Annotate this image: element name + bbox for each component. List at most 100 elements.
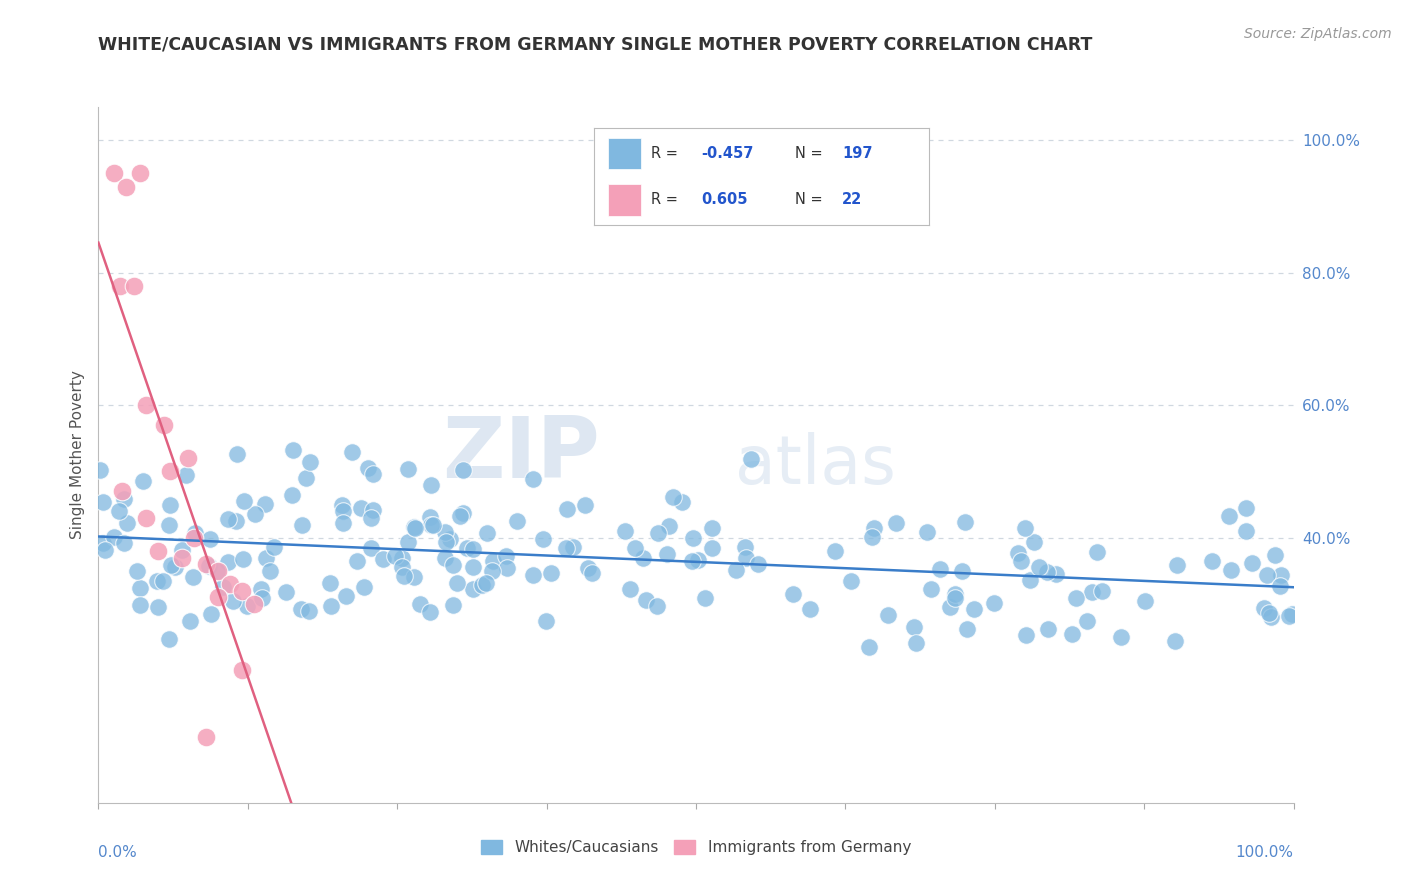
Point xyxy=(361,503,384,517)
Point xyxy=(197,559,219,574)
Point xyxy=(232,552,254,566)
Point xyxy=(482,554,505,568)
Point xyxy=(231,663,253,677)
Point xyxy=(115,179,138,194)
Point xyxy=(391,551,413,566)
Point xyxy=(146,599,169,614)
Point xyxy=(1133,594,1156,608)
Point xyxy=(1164,633,1187,648)
Point xyxy=(353,580,375,594)
Point xyxy=(724,563,747,577)
Point xyxy=(531,532,554,546)
Point xyxy=(254,497,277,511)
Point xyxy=(281,488,304,502)
Point xyxy=(1218,509,1240,524)
Point xyxy=(259,564,281,578)
Point xyxy=(1014,521,1036,535)
Point xyxy=(179,614,201,628)
Point xyxy=(321,599,343,613)
Point xyxy=(226,447,249,461)
Point xyxy=(127,564,149,578)
Point xyxy=(1256,567,1278,582)
Text: WHITE/CAUCASIAN VS IMMIGRANTS FROM GERMANY SINGLE MOTHER POVERTY CORRELATION CHA: WHITE/CAUCASIAN VS IMMIGRANTS FROM GERMA… xyxy=(98,36,1092,54)
Point xyxy=(824,543,846,558)
Point xyxy=(475,526,498,541)
Point xyxy=(1064,591,1087,605)
Y-axis label: Single Mother Poverty: Single Mother Poverty xyxy=(69,370,84,540)
Point xyxy=(103,530,125,544)
Point xyxy=(112,491,135,506)
Point xyxy=(112,536,135,550)
Point xyxy=(441,598,464,612)
Point xyxy=(319,575,342,590)
Point xyxy=(117,516,139,530)
Point xyxy=(451,506,474,520)
Point xyxy=(346,553,368,567)
Point xyxy=(439,533,461,547)
Point xyxy=(396,462,419,476)
Point xyxy=(657,547,679,561)
Point xyxy=(332,504,354,518)
Point xyxy=(1268,580,1291,594)
Point xyxy=(200,532,222,546)
Point xyxy=(682,532,704,546)
Point xyxy=(159,517,181,532)
Point xyxy=(619,582,641,596)
Legend: Whites/Caucasians, Immigrants from Germany: Whites/Caucasians, Immigrants from Germa… xyxy=(475,833,917,862)
Point xyxy=(159,632,181,647)
Point xyxy=(983,596,1005,610)
Point xyxy=(129,166,152,180)
Point xyxy=(391,559,413,574)
Point xyxy=(917,524,939,539)
Point xyxy=(148,544,170,558)
Point xyxy=(495,549,517,563)
Point xyxy=(474,575,496,590)
Point xyxy=(297,604,319,618)
Point xyxy=(441,558,464,573)
Point xyxy=(614,524,637,538)
Point xyxy=(263,541,285,555)
Point xyxy=(1045,567,1067,582)
Point xyxy=(782,587,804,601)
Point xyxy=(231,583,253,598)
Text: atlas: atlas xyxy=(735,433,896,499)
Point xyxy=(1260,610,1282,624)
Point xyxy=(581,566,603,580)
Point xyxy=(636,593,658,607)
Point xyxy=(128,598,150,612)
Point xyxy=(108,279,131,293)
Point xyxy=(404,521,426,535)
Point xyxy=(298,455,321,469)
Point xyxy=(481,564,503,578)
Point xyxy=(505,514,527,528)
Point xyxy=(111,484,134,499)
Point xyxy=(108,504,131,518)
Point xyxy=(1234,524,1257,538)
Point xyxy=(91,495,114,509)
Point xyxy=(1253,600,1275,615)
Point xyxy=(146,574,169,589)
Point xyxy=(373,551,395,566)
Point xyxy=(433,524,456,539)
Point xyxy=(671,494,693,508)
Point xyxy=(1035,566,1057,580)
Point xyxy=(283,442,305,457)
Point xyxy=(1081,585,1104,599)
Point xyxy=(335,590,357,604)
Point xyxy=(422,518,444,533)
Point xyxy=(1019,573,1042,587)
Point xyxy=(693,591,716,605)
Point xyxy=(159,498,181,512)
Point xyxy=(89,462,111,476)
Point xyxy=(950,564,973,578)
Point xyxy=(1028,560,1050,574)
Text: 100.0%: 100.0% xyxy=(1236,845,1294,860)
Point xyxy=(94,542,117,557)
Point xyxy=(662,490,685,504)
Point xyxy=(340,445,363,459)
Point xyxy=(1060,627,1083,641)
Point xyxy=(576,561,599,575)
Text: 0.0%: 0.0% xyxy=(98,845,138,860)
Point xyxy=(184,526,207,541)
Point xyxy=(207,564,229,578)
